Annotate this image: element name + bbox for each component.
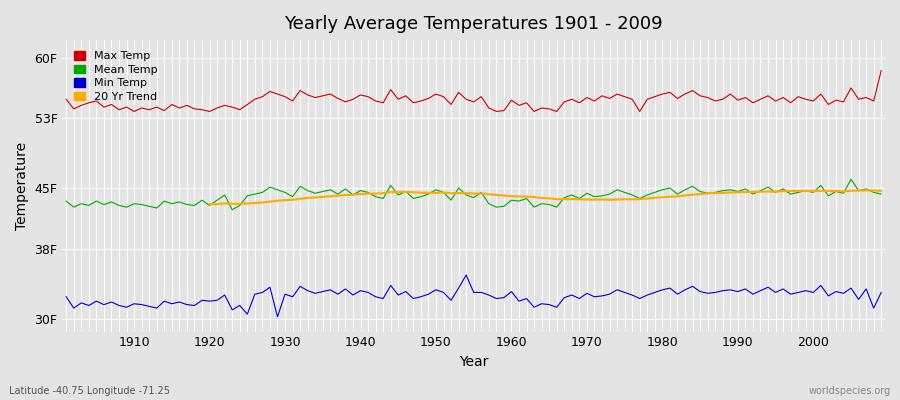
Text: Latitude -40.75 Longitude -71.25: Latitude -40.75 Longitude -71.25 xyxy=(9,386,170,396)
Text: worldspecies.org: worldspecies.org xyxy=(809,386,891,396)
X-axis label: Year: Year xyxy=(459,355,489,369)
Y-axis label: Temperature: Temperature xyxy=(15,142,29,230)
Legend: Max Temp, Mean Temp, Min Temp, 20 Yr Trend: Max Temp, Mean Temp, Min Temp, 20 Yr Tre… xyxy=(68,46,163,107)
Title: Yearly Average Temperatures 1901 - 2009: Yearly Average Temperatures 1901 - 2009 xyxy=(284,15,663,33)
